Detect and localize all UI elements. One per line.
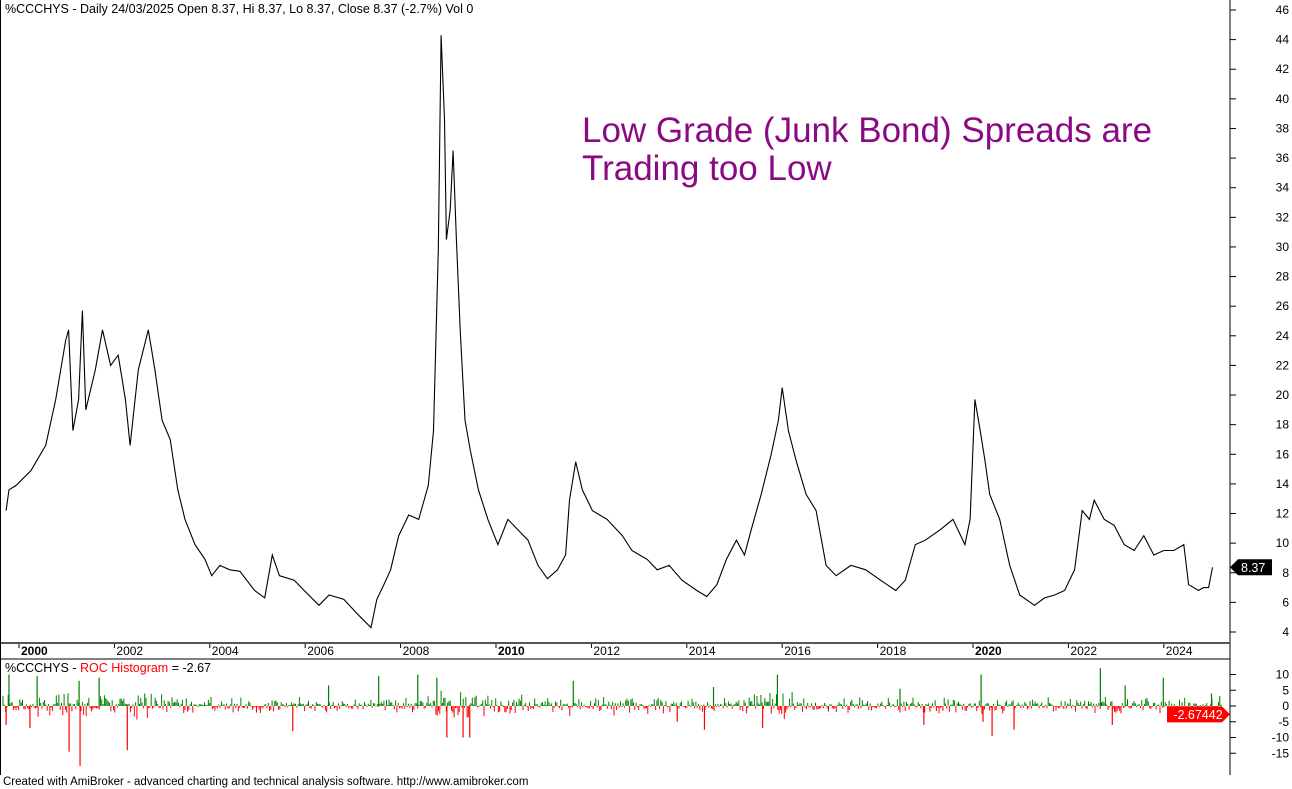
main-y-axis: 46 44 42 40 38 36 34 32 30 28 26 24 22 20 18 16 14 12 10 8 6… [1230, 3, 1289, 639]
roc-last-value-tag-shape [1167, 706, 1230, 723]
y-tick-label: 18 [1276, 418, 1290, 432]
x-tick-label: 2004 [212, 644, 239, 658]
y-tick-label: 22 [1276, 358, 1290, 372]
indicator-name: ROC Histogram [80, 661, 168, 675]
y-tick-label: 10 [1276, 536, 1290, 550]
y-tick-label: 38 [1276, 121, 1290, 135]
y-tick-label: 20 [1276, 388, 1290, 402]
x-tick-label: 2014 [689, 644, 716, 658]
footer-credit: Created with AmiBroker - advanced charti… [3, 776, 528, 788]
roc-histogram [2, 668, 1222, 766]
x-tick-label: 2010 [498, 644, 525, 658]
y-tick-label: 12 [1276, 507, 1290, 521]
x-tick-label: 2012 [593, 644, 620, 658]
x-tick-label: 2000 [21, 644, 48, 658]
last-value-tag-shape [1230, 559, 1272, 576]
roc-y-tick-label: -15 [1272, 746, 1290, 760]
x-tick-label: 2020 [975, 644, 1002, 658]
y-tick-label: 28 [1276, 270, 1290, 284]
y-tick-label: 8 [1282, 566, 1289, 580]
roc-y-tick-label: 0 [1282, 699, 1289, 713]
chart-header: %CCCHYS - Daily 24/03/2025 Open 8.37, Hi… [5, 2, 473, 16]
roc-y-tick-label: 10 [1276, 668, 1290, 682]
roc-last-value-label: -2.67442 [1173, 708, 1222, 722]
roc-last-value-marker: -2.67442 [1167, 706, 1230, 723]
roc-y-axis: 105 0 -5 -10-15 [1230, 668, 1290, 760]
chart-frame [0, 0, 1231, 775]
y-tick-label: 24 [1276, 329, 1290, 343]
roc-y-tick-label: 5 [1282, 683, 1289, 697]
x-tick-label: 2022 [1070, 644, 1097, 658]
x-tick-label: 2018 [880, 644, 907, 658]
roc-y-tick-label: -5 [1278, 715, 1289, 729]
y-tick-label: 34 [1276, 181, 1290, 195]
y-tick-label: 26 [1276, 299, 1290, 313]
y-tick-label: 30 [1276, 240, 1290, 254]
x-tick-label: 2024 [1166, 644, 1193, 658]
x-tick-label: 2008 [403, 644, 430, 658]
x-axis: 2000 2002 2004 2006 2008 2010 2012 2014 2016 2018… [18, 644, 1193, 658]
y-tick-label: 42 [1276, 62, 1290, 76]
annotation-line-2: Trading too Low [582, 149, 832, 188]
y-tick-label: 46 [1276, 3, 1290, 17]
x-tick-label: 2002 [116, 644, 143, 658]
x-tick-label: 2006 [307, 644, 334, 658]
y-tick-label: 44 [1276, 33, 1290, 47]
annotation-line-1: Low Grade (Junk Bond) Spreads are [582, 111, 1152, 150]
y-tick-label: 4 [1282, 625, 1289, 639]
indicator-title: %CCCHYS - ROC Histogram = -2.67 [5, 661, 211, 675]
indicator-value: = -2.67 [168, 661, 211, 675]
y-tick-label: 40 [1276, 92, 1290, 106]
y-tick-label: 16 [1276, 447, 1290, 461]
last-value-label: 8.37 [1241, 561, 1265, 575]
y-tick-label: 32 [1276, 210, 1290, 224]
last-value-marker: 8.37 [1230, 559, 1272, 576]
spread-series-line [5, 35, 1214, 629]
y-tick-label: 6 [1282, 595, 1289, 609]
y-tick-label: 14 [1276, 477, 1290, 491]
indicator-symbol: %CCCHYS - [5, 661, 80, 675]
x-tick-label: 2016 [784, 644, 811, 658]
roc-y-tick-label: -10 [1272, 731, 1290, 745]
y-tick-label: 36 [1276, 151, 1290, 165]
